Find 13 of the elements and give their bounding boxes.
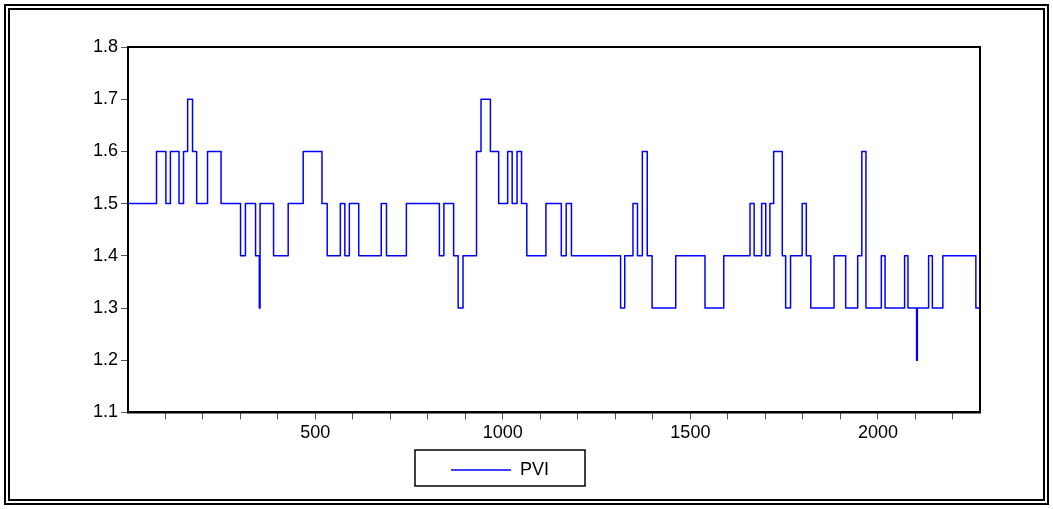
x-tick-label: 1500 [670, 422, 711, 443]
x-tick-label: 500 [300, 422, 331, 443]
y-tick-label: 1.3 [92, 296, 118, 317]
x-tick-label: 1000 [482, 422, 523, 443]
y-tick-label: 1.6 [92, 140, 118, 161]
y-tick-label: 1.4 [92, 244, 118, 265]
y-tick-label: 1.1 [92, 401, 118, 422]
y-tick-label: 1.7 [92, 88, 118, 109]
legend-label: PVI [519, 458, 550, 479]
y-tick-label: 1.2 [92, 349, 118, 370]
y-tick-label: 1.8 [92, 35, 118, 56]
y-tick-label: 1.5 [92, 192, 118, 213]
x-tick-label: 2000 [857, 422, 898, 443]
